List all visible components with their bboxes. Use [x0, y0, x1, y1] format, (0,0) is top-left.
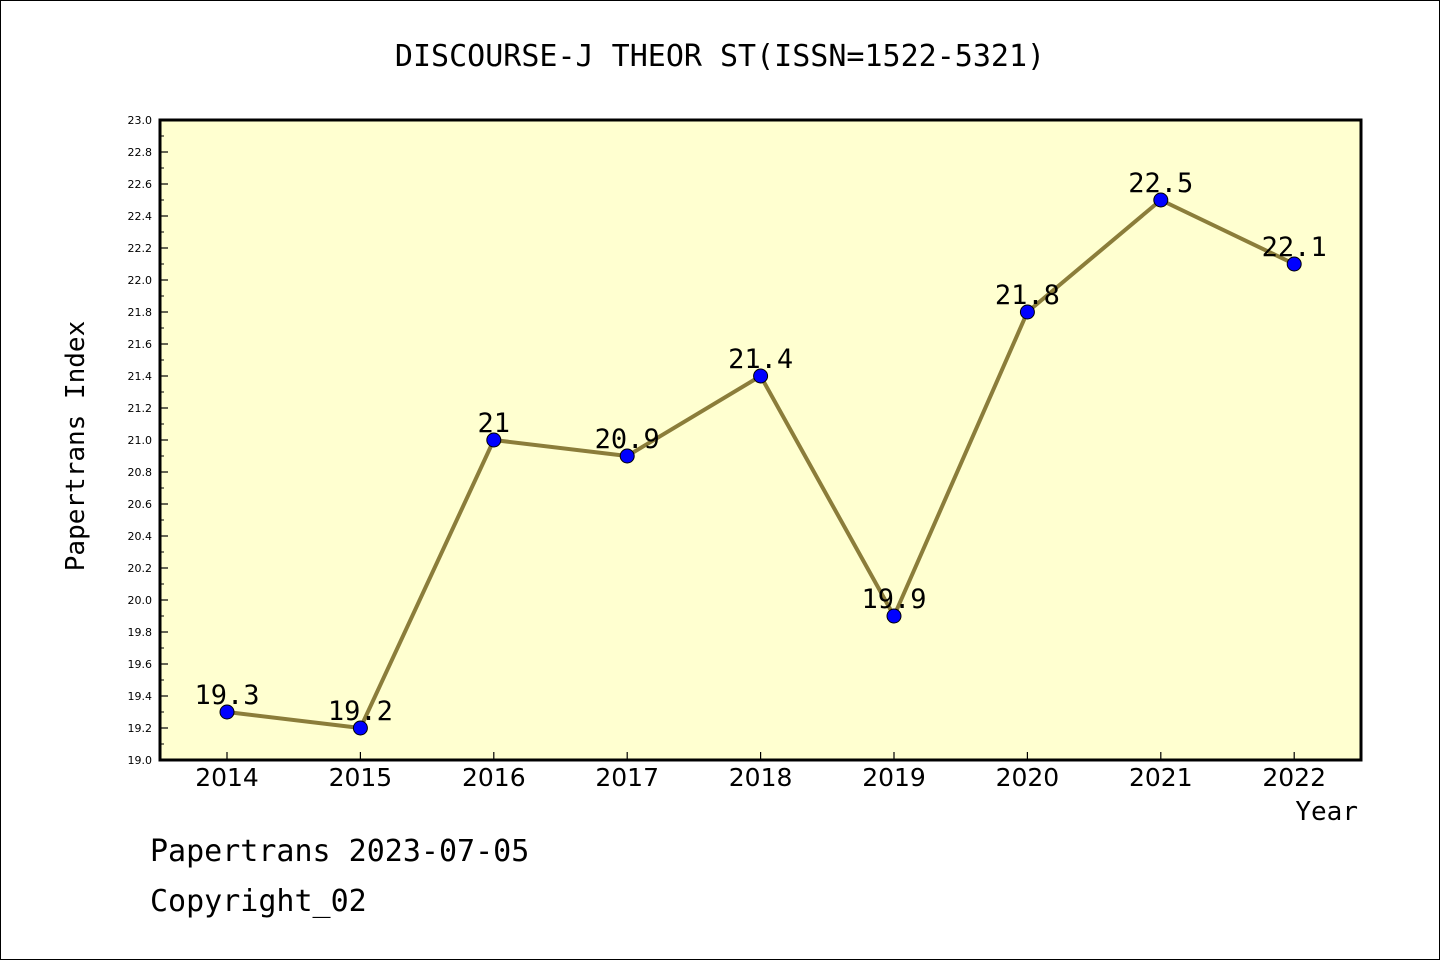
plot-area [158, 118, 1363, 762]
x-axis-label: Year [1295, 797, 1358, 827]
y-tick-label: 20.4 [128, 530, 153, 543]
x-tick-label-2019: 2019 [862, 763, 926, 792]
x-tick-label-2020: 2020 [996, 763, 1060, 792]
data-point-2022 [1286, 256, 1302, 272]
y-tick-label: 22.8 [128, 146, 153, 159]
data-point-2017 [619, 448, 635, 464]
y-tick-label: 21.8 [128, 306, 153, 319]
data-point-2020 [1019, 304, 1035, 320]
data-label-2016: 21 [478, 408, 511, 439]
x-axis: 2014 2015 2016 2017 2018 2019 2020 2021 2022 [195, 752, 1326, 792]
y-tick-label: 21.0 [128, 434, 153, 447]
x-tick-label-2016: 2016 [462, 763, 526, 792]
chart-title: DISCOURSE-J THEOR ST(ISSN=1522-5321) [395, 39, 1045, 74]
y-tick-label: 20.8 [128, 466, 153, 479]
y-tick-label: 20.6 [128, 498, 153, 511]
data-label-2017: 20.9 [595, 424, 660, 455]
data-point-2019 [886, 608, 902, 624]
data-point-2014 [219, 704, 235, 720]
y-axis-label: Papertrans Index [61, 321, 91, 571]
y-tick-label: 22.6 [128, 178, 153, 191]
x-tick-label-2015: 2015 [329, 763, 393, 792]
y-tick-label: 23.0 [128, 114, 153, 127]
x-tick-label-2017: 2017 [595, 763, 659, 792]
y-tick-label: 19.0 [128, 754, 153, 767]
data-label-2014: 19.3 [194, 680, 259, 711]
data-label-2018: 21.4 [728, 344, 793, 375]
data-label-2019: 19.9 [861, 584, 926, 615]
y-tick-label: 22.0 [128, 274, 153, 287]
y-tick-label: 21.6 [128, 338, 153, 351]
y-tick-label: 21.4 [128, 370, 153, 383]
y-tick-label: 22.4 [128, 210, 153, 223]
data-label-2020: 21.8 [995, 280, 1060, 311]
y-axis: 19.0 19.2 19.4 19.6 19.8 20.0 20.2 20.4 20.6 20.8… [128, 114, 168, 767]
data-label-2021: 22.5 [1128, 168, 1193, 199]
x-tick-label-2014: 2014 [195, 763, 259, 792]
data-label-2022: 22.1 [1262, 232, 1327, 263]
y-tick-label: 19.4 [128, 690, 153, 703]
data-point-2016 [486, 432, 502, 448]
y-tick-label: 21.2 [128, 402, 153, 415]
footer-date: Papertrans 2023-07-05 [150, 834, 530, 869]
y-tick-label: 20.0 [128, 594, 153, 607]
x-tick-label-2018: 2018 [729, 763, 793, 792]
y-tick-label: 19.2 [128, 722, 153, 735]
y-tick-label: 22.2 [128, 242, 153, 255]
y-tick-label: 19.6 [128, 658, 153, 671]
y-tick-label: 19.8 [128, 626, 153, 639]
footer-copyright: Copyright_02 [150, 884, 367, 919]
x-tick-label-2021: 2021 [1129, 763, 1193, 792]
data-label-2015: 19.2 [328, 696, 393, 727]
series-line-group: 19.3 19.2 21 20.9 21.4 19.9 21.8 22.5 22.1 [194, 168, 1327, 736]
data-point-2021 [1153, 192, 1169, 208]
y-tick-label: 20.2 [128, 562, 153, 575]
data-point-2015 [352, 720, 368, 736]
data-point-2018 [753, 368, 769, 384]
x-tick-label-2022: 2022 [1262, 763, 1326, 792]
